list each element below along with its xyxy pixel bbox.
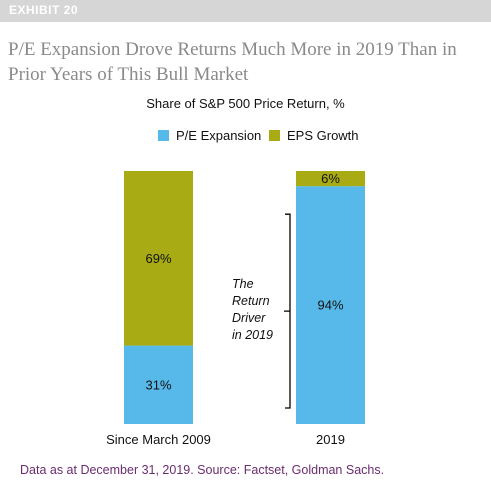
annotation-bracket <box>284 213 291 409</box>
legend-swatch-pe-expansion <box>158 129 169 141</box>
bar-eps-growth-2019 <box>296 171 365 187</box>
legend-swatch-eps-growth <box>269 129 280 141</box>
exhibit-banner: EXHIBIT 20 <box>0 0 491 22</box>
legend-label-pe-expansion: P/E Expansion <box>176 127 262 143</box>
legend: P/E Expansion EPS Growth <box>0 126 491 144</box>
headline: P/E Expansion Drove Returns Much More in… <box>8 39 457 85</box>
data-label-p-e-expansion-since-march-2009: 31% <box>145 377 171 392</box>
chart-title: Share of S&P 500 Price Return, % <box>146 96 345 111</box>
exhibit-label: EXHIBIT 20 <box>9 3 79 17</box>
legend-item-eps-growth: EPS Growth <box>269 126 359 144</box>
x-tick-label-since-march-2009: Since March 2009 <box>106 432 211 447</box>
annotation-text: The Return Driver in 2019 <box>232 277 273 342</box>
data-label-eps-growth-2019: 6% <box>321 171 340 186</box>
data-label-eps-growth-since-march-2009: 69% <box>145 251 171 266</box>
legend-label-eps-growth: EPS Growth <box>287 127 359 143</box>
bar-p-e-expansion-2019 <box>296 186 365 424</box>
x-tick-label-2019: 2019 <box>316 432 345 447</box>
source-note: Data as at December 31, 2019. Source: Fa… <box>20 463 385 477</box>
data-label-p-e-expansion-2019: 94% <box>317 298 343 313</box>
bar-p-e-expansion-since-march-2009 <box>124 345 193 424</box>
bar-eps-growth-since-march-2009 <box>124 171 193 346</box>
legend-item-pe-expansion: P/E Expansion <box>158 126 261 144</box>
